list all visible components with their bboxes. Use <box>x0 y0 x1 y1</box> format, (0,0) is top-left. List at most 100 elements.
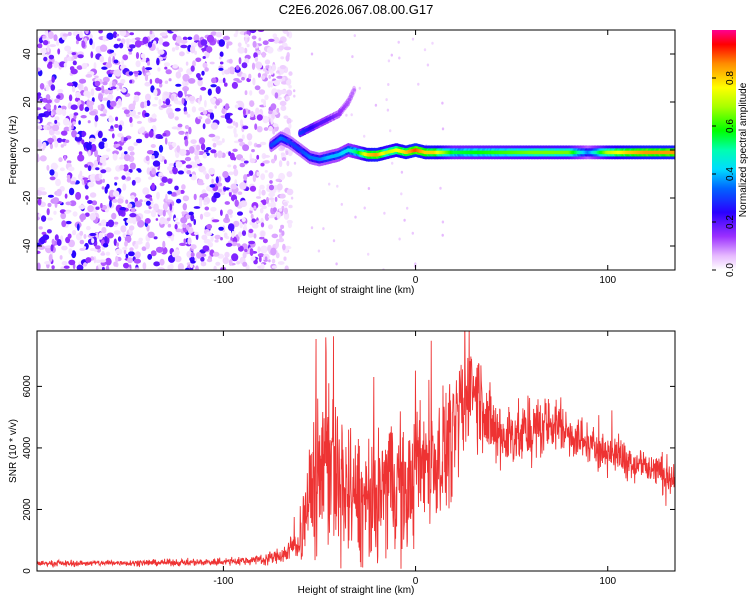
noise-blob <box>198 199 203 208</box>
snr-y-tick-label: 0 <box>22 568 33 574</box>
noise-blob <box>37 154 40 162</box>
noise-speck <box>328 182 331 186</box>
noise-blob <box>161 176 168 183</box>
noise-speck <box>406 206 409 210</box>
noise-blob <box>64 193 68 199</box>
noise-blob <box>75 191 82 200</box>
noise-blob <box>185 267 190 270</box>
noise-blob <box>78 151 83 156</box>
noise-blob <box>94 115 99 122</box>
noise-blob <box>249 30 257 34</box>
noise-blob <box>53 104 57 111</box>
noise-blob <box>249 209 253 214</box>
noise-blob <box>229 152 235 161</box>
noise-blob <box>62 33 69 37</box>
noise-speck <box>310 52 314 56</box>
noise-speck <box>353 34 356 38</box>
noise-blob <box>46 164 50 171</box>
spectrogram-ticks: -100 0 100 -40 -20 0 20 40 <box>22 30 675 286</box>
noise-blob <box>280 224 285 229</box>
noise-blob <box>174 185 179 191</box>
noise-blob <box>79 170 83 177</box>
noise-blob <box>85 195 89 201</box>
noise-blob <box>200 86 207 91</box>
noise-blob <box>137 169 142 173</box>
noise-blob <box>57 89 64 94</box>
noise-blob <box>83 90 90 97</box>
noise-speck <box>441 220 445 224</box>
noise-blob <box>157 49 165 55</box>
noise-blob <box>202 245 210 252</box>
noise-blob <box>225 213 229 221</box>
noise-blob <box>70 180 76 185</box>
noise-blob <box>37 125 43 130</box>
noise-blob <box>194 231 199 235</box>
noise-blob <box>257 72 261 78</box>
noise-blob <box>202 56 206 59</box>
figure-title: C2E6.2026.067.08.00.G17 <box>279 2 434 17</box>
noise-speck <box>387 83 390 86</box>
noise-blob <box>216 182 223 187</box>
snr-x-tick-label: -100 <box>213 576 233 587</box>
noise-blob <box>60 144 64 148</box>
noise-blob <box>162 240 166 249</box>
noise-blob <box>231 81 238 89</box>
noise-blob <box>276 211 281 219</box>
noise-blob <box>286 117 292 125</box>
noise-blob <box>108 73 113 78</box>
noise-blob <box>249 248 254 257</box>
noise-blob <box>129 247 134 252</box>
noise-blob <box>149 30 153 35</box>
noise-blob <box>117 236 122 242</box>
noise-blob <box>108 56 112 65</box>
noise-blob <box>204 99 207 108</box>
noise-blob <box>277 261 285 265</box>
noise-blob <box>186 113 191 118</box>
noise-blob <box>116 242 119 247</box>
noise-blob <box>117 198 124 204</box>
noise-blob <box>42 234 50 241</box>
noise-blob <box>264 59 271 65</box>
noise-blob <box>158 172 164 177</box>
noise-blob <box>185 214 191 220</box>
noise-blob <box>119 156 124 160</box>
noise-blob <box>112 153 118 161</box>
colorbar-label: Normalized spectral amplitude <box>738 82 749 217</box>
noise-blob <box>49 169 55 176</box>
noise-blob <box>182 223 187 229</box>
noise-blob <box>270 117 274 125</box>
noise-blob <box>237 211 243 216</box>
noise-blob <box>249 90 253 96</box>
noise-blob <box>158 98 162 106</box>
noise-speck <box>411 37 415 41</box>
noise-blob <box>144 133 149 139</box>
noise-blob <box>233 127 237 135</box>
noise-blob <box>147 61 150 66</box>
colorbar-tick-label: 0.2 <box>725 215 736 229</box>
noise-blob <box>190 139 197 145</box>
noise-blob <box>283 115 289 119</box>
noise-blob <box>165 193 168 202</box>
noise-blob <box>264 94 269 101</box>
noise-blob <box>215 31 223 38</box>
noise-blob <box>175 71 182 79</box>
noise-blob <box>237 46 245 54</box>
noise-blob <box>279 89 287 95</box>
noise-blob <box>133 94 140 103</box>
noise-blob <box>274 92 279 99</box>
noise-blob <box>113 59 119 64</box>
noise-blob <box>183 238 187 244</box>
noise-blob <box>68 239 75 248</box>
noise-blob <box>122 183 127 191</box>
noise-blob <box>248 228 254 234</box>
noise-blob <box>86 225 91 231</box>
noise-blob <box>244 34 249 38</box>
noise-blob <box>196 158 201 164</box>
noise-speck <box>293 161 297 165</box>
noise-blob <box>183 111 188 115</box>
noise-blob <box>227 209 234 215</box>
noise-blob <box>210 149 217 154</box>
noise-blob <box>80 115 87 119</box>
noise-blob <box>100 252 106 256</box>
noise-blob <box>258 188 262 197</box>
